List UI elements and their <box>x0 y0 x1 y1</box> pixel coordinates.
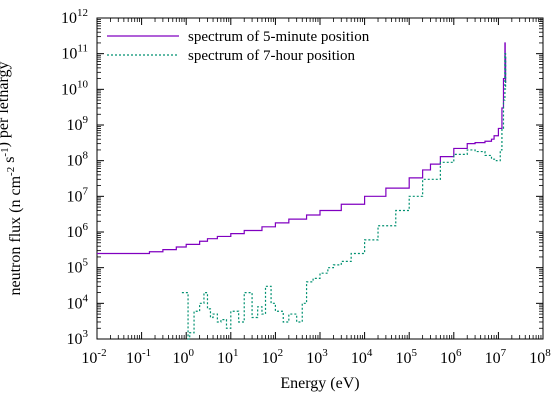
plot-area-frame <box>96 17 544 340</box>
x-tick-label: 10-1 <box>126 347 151 367</box>
x-axis-title: Energy (eV) <box>280 375 359 392</box>
y-tick-label: 103 <box>67 328 89 348</box>
y-tick-label: 1010 <box>61 78 89 98</box>
y-tick-label: 108 <box>67 150 89 170</box>
y-tick-label: 1012 <box>61 7 88 27</box>
series-line-1 <box>97 42 507 255</box>
x-tick-label: 104 <box>351 347 373 367</box>
x-tick-label: 108 <box>529 347 551 367</box>
x-tick-label: 101 <box>217 347 239 367</box>
y-axis-title: neutron flux (n cm-2 s-1) per lethargy <box>0 62 24 296</box>
y-tick-label: 107 <box>67 185 89 205</box>
legend-label-1: spectrum of 5-minute position <box>188 29 370 45</box>
x-tick-label: 107 <box>485 347 507 367</box>
x-tick-label: 102 <box>262 347 284 367</box>
series-line-2 <box>181 53 507 340</box>
y-tick-label: 106 <box>67 221 89 241</box>
y-tick-label: 109 <box>67 114 89 134</box>
y-tick-label: 1011 <box>61 43 88 63</box>
legend-label-2: spectrum of 7-hour position <box>188 48 356 64</box>
x-tick-label: 10-2 <box>81 347 106 367</box>
y-tick-label: 104 <box>67 292 89 312</box>
y-tick-label: 105 <box>67 257 89 277</box>
x-tick-label: 103 <box>306 347 328 367</box>
x-tick-label: 100 <box>172 347 194 367</box>
x-tick-label: 105 <box>395 347 417 367</box>
x-tick-label: 106 <box>440 347 462 367</box>
